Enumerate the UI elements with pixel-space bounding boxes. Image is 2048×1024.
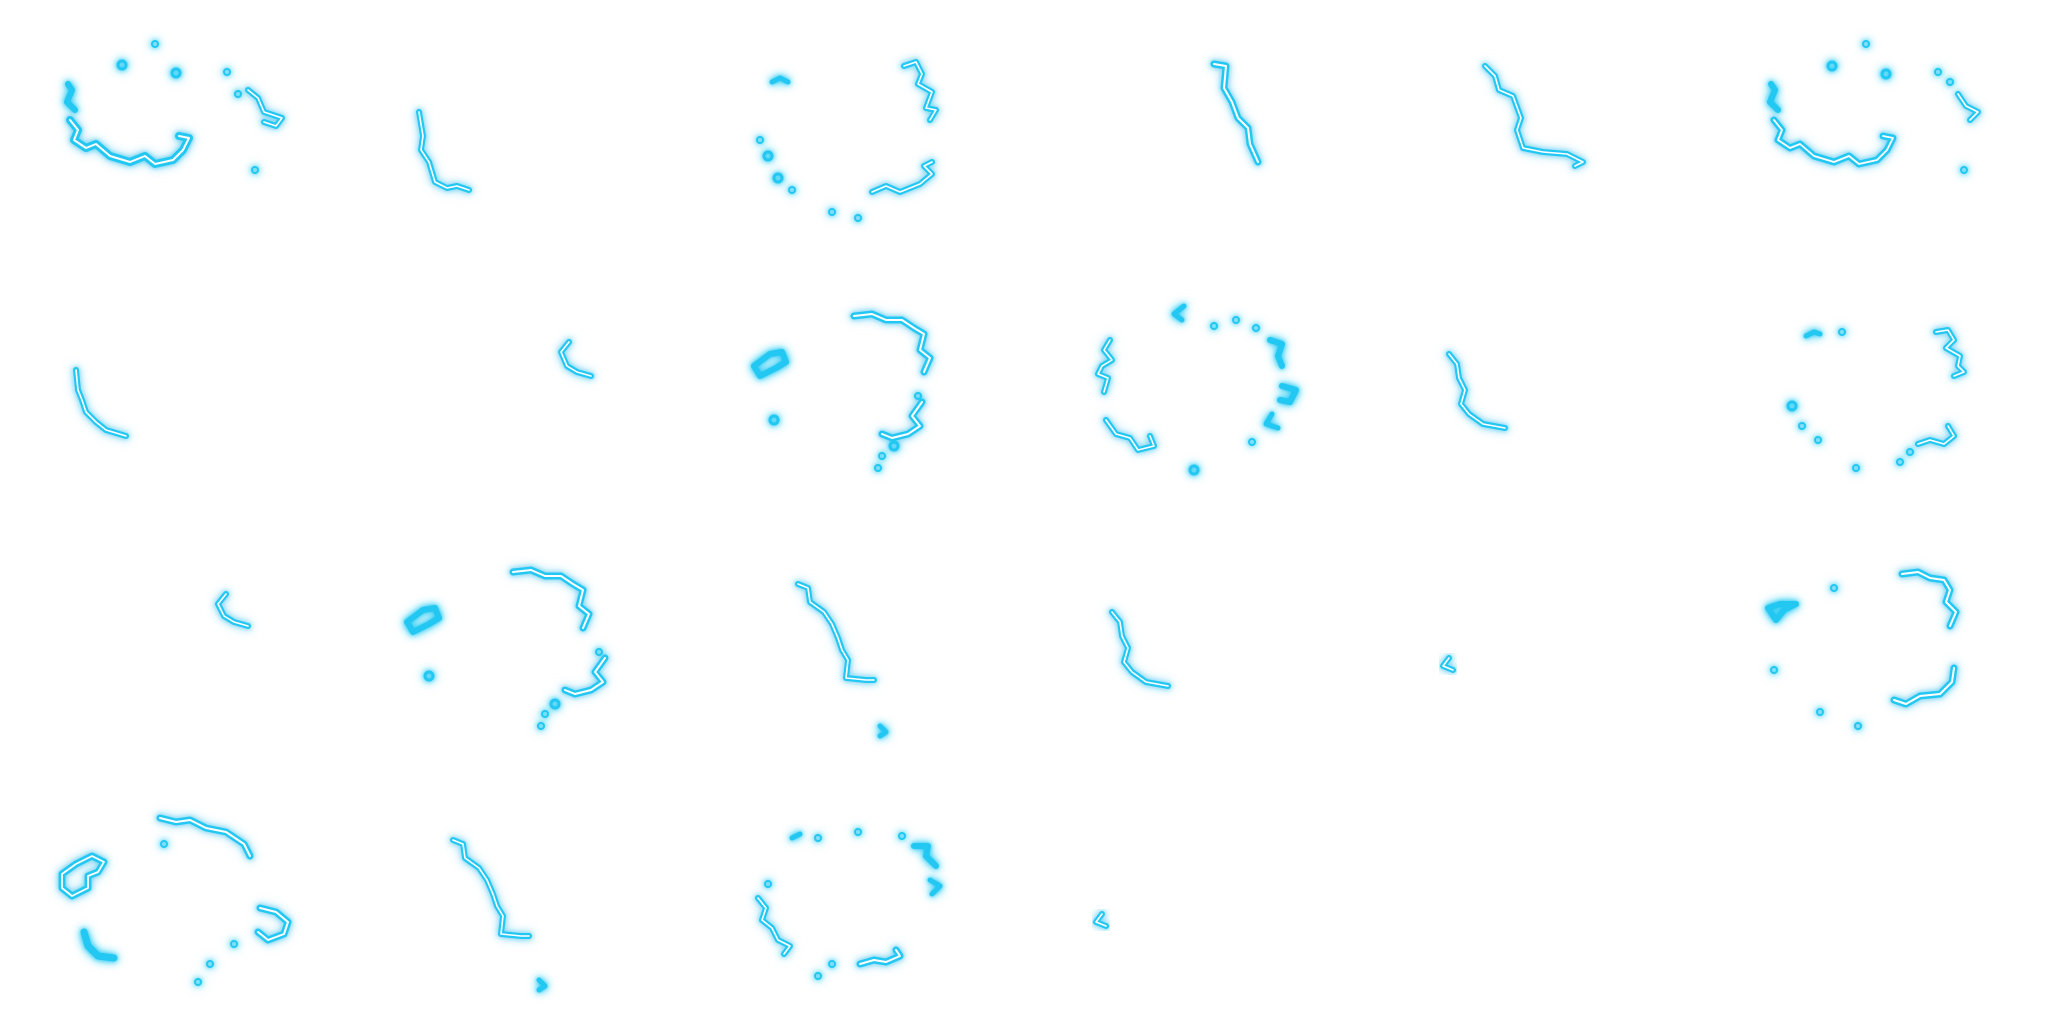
frame-20 (341, 768, 682, 1024)
frame-3 (682, 0, 1023, 256)
frame-9 (682, 256, 1023, 512)
electric-arc-icon (1446, 351, 1508, 431)
frame-17 (1365, 512, 1706, 768)
frame-12 (1706, 256, 2047, 512)
electric-arc-icon (416, 109, 472, 193)
electric-spark-icon (215, 591, 251, 629)
electric-arc-icon (795, 581, 889, 739)
frame-21 (682, 768, 1023, 1024)
electric-arc-icon (73, 367, 129, 439)
electric-ring-icon (1095, 303, 1299, 476)
electric-ring-icon (1786, 327, 1967, 472)
electric-spark-icon (558, 339, 594, 379)
electric-ring-icon (755, 828, 943, 980)
frame-19 (0, 768, 341, 1024)
frame-6 (1706, 0, 2047, 256)
electric-ring-icon (756, 59, 939, 222)
frame-4 (1024, 0, 1365, 256)
electric-ring-icon (404, 566, 609, 730)
frame-22-spark (1024, 768, 1365, 1024)
frame-18 (1706, 512, 2047, 768)
frame-11 (1365, 256, 1706, 512)
frame-16 (1024, 512, 1365, 768)
electric-ring-icon (1765, 568, 1960, 730)
electric-ring-icon (1767, 40, 1981, 174)
electric-arc-icon (1482, 63, 1586, 169)
frame-2 (341, 0, 682, 256)
electric-spark-icon (1440, 655, 1456, 673)
frame-5 (1365, 0, 1706, 256)
electric-arc-icon (450, 837, 548, 993)
frame-8 (341, 256, 682, 512)
frame-15 (682, 512, 1023, 768)
electric-ring-icon (64, 40, 285, 174)
electric-arc-icon (1109, 609, 1171, 689)
frame-10 (1024, 256, 1365, 512)
electric-ring-icon (751, 310, 934, 472)
frame-7 (0, 256, 341, 512)
frame-1 (0, 0, 341, 256)
electric-arc-icon (1210, 60, 1262, 166)
electric-ring-icon (58, 814, 292, 986)
frame-13 (0, 512, 341, 768)
frame-14 (341, 512, 682, 768)
electric-spark-icon (1093, 911, 1109, 929)
